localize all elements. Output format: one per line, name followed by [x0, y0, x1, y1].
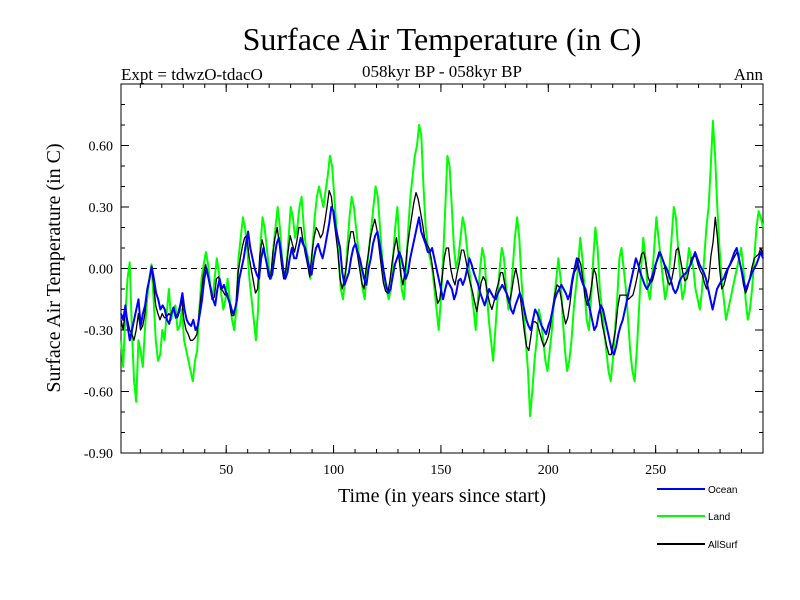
- x-axis-label: Time (in years since start): [338, 485, 546, 507]
- y-tick-label: -0.90: [84, 447, 113, 462]
- series-layer: [120, 119, 764, 418]
- series-line-ocean: [120, 206, 764, 356]
- x-tick-label: 200: [538, 463, 559, 478]
- chart-title: Surface Air Temperature (in C): [243, 21, 642, 57]
- x-tick-label: 150: [430, 463, 451, 478]
- legend-label-land: Land: [708, 512, 730, 523]
- expt-label: Expt = tdwzO-tdacO: [121, 65, 263, 84]
- x-axis-ticks: 50 100 150 200 250: [139, 84, 764, 478]
- y-tick-label: -0.60: [84, 386, 113, 401]
- season-label: Ann: [734, 65, 764, 84]
- legend-label-ocean: Ocean: [708, 485, 737, 496]
- y-tick-label: 0.60: [89, 140, 114, 155]
- chart-subtitle: 058kyr BP - 058kyr BP: [362, 62, 522, 81]
- y-axis-ticks: -0.90 -0.60 -0.30 0.00 0.30 0.60: [84, 83, 763, 462]
- y-tick-label: -0.30: [84, 324, 113, 339]
- y-tick-label: 0.00: [89, 263, 114, 278]
- x-tick-label: 100: [323, 463, 344, 478]
- y-axis-label: Surface Air Temperature (in C): [43, 143, 65, 392]
- y-tick-label: 0.30: [89, 201, 114, 216]
- legend-label-allsurf: AllSurf: [708, 540, 738, 551]
- x-tick-label: 250: [645, 463, 666, 478]
- x-tick-label: 50: [219, 463, 233, 478]
- legend: Ocean Land AllSurf: [657, 485, 738, 551]
